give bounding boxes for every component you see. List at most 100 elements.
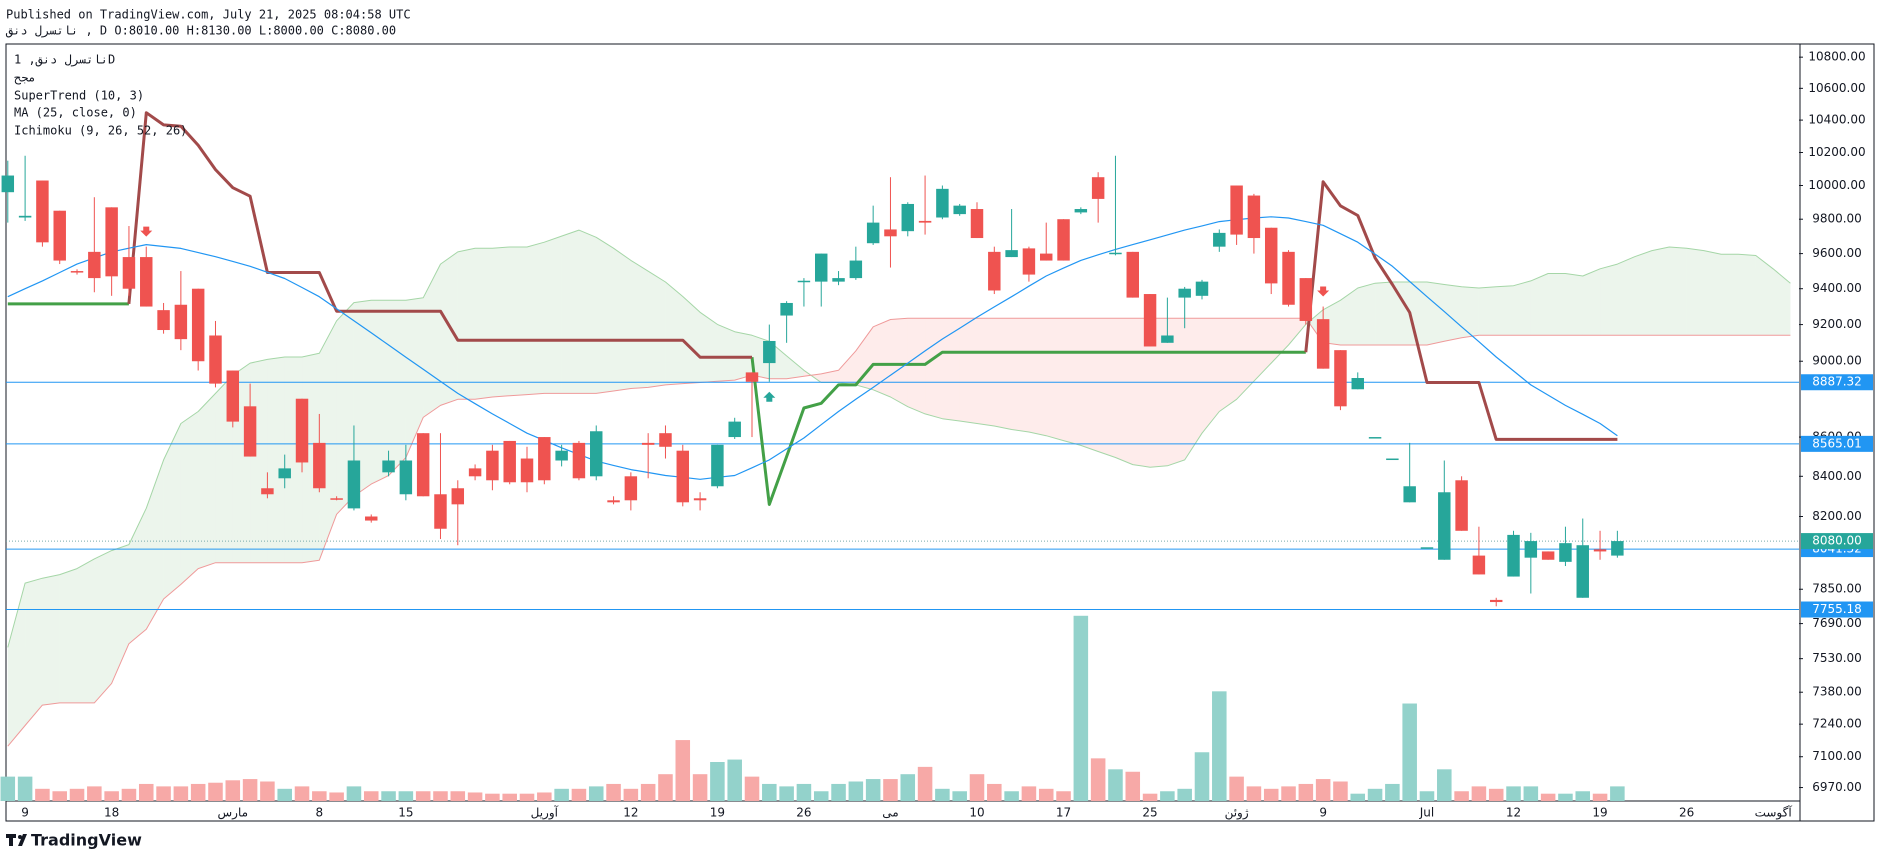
volume-bar	[727, 759, 742, 801]
cloud-fill	[578, 230, 597, 394]
candle-body	[780, 302, 793, 316]
cloud-fill	[1115, 318, 1133, 465]
volume-bar	[225, 780, 241, 801]
volume-bar	[87, 786, 102, 801]
cloud-fill	[717, 324, 735, 382]
logo-icon	[6, 834, 27, 846]
candle-body	[641, 442, 655, 445]
y-tick-label: 8200.00	[1812, 509, 1862, 523]
cloud-fill	[1340, 288, 1358, 346]
volume-bar	[398, 791, 414, 801]
volume-bar	[1229, 776, 1244, 801]
volume-bar	[1333, 781, 1348, 801]
candle-body	[157, 310, 170, 331]
volume-bar	[381, 791, 396, 801]
cloud-fill	[942, 318, 960, 422]
candle-body	[486, 450, 499, 481]
volume-bar	[242, 779, 258, 801]
volume-bar	[294, 786, 310, 801]
sell-signal	[140, 226, 153, 237]
volume-bar	[692, 774, 708, 801]
candle-body	[70, 271, 84, 273]
volume-bar	[467, 792, 483, 801]
volume-bar	[1194, 752, 1210, 801]
y-tick-label: 7530.00	[1812, 651, 1862, 665]
candle-body	[191, 288, 205, 362]
cloud-fill	[7, 583, 26, 747]
volume-bar	[1263, 788, 1279, 801]
volume-bar	[1160, 791, 1175, 801]
candle-body	[1420, 547, 1434, 549]
cloud-fill	[630, 260, 649, 389]
candle-body	[1213, 232, 1226, 247]
cloud-fill	[1600, 264, 1618, 336]
volume-bar	[640, 783, 656, 801]
cloud-fill	[527, 242, 545, 395]
cloud-fill	[994, 318, 1012, 430]
y-tick-label: 10800.00	[1808, 50, 1865, 64]
cloud-fill	[1686, 248, 1704, 336]
candle-body	[1611, 541, 1624, 556]
volume-bar	[1471, 786, 1487, 801]
x-tick-label: 8	[316, 806, 324, 820]
cloud-fill	[94, 550, 112, 703]
volume-bar	[1592, 793, 1608, 801]
volume-bar	[883, 779, 898, 801]
y-tick-label: 10400.00	[1808, 113, 1865, 127]
x-tick-label: 26	[1679, 806, 1694, 820]
cloud-fill	[25, 578, 43, 726]
y-tick-label: 9400.00	[1812, 281, 1862, 295]
candle-body	[330, 498, 343, 500]
cloud-fill	[1738, 254, 1756, 336]
candle-body	[676, 450, 690, 503]
volume-bar	[312, 791, 327, 801]
volume-bar	[1402, 703, 1417, 801]
brand-logo: TradingView	[6, 831, 142, 850]
y-tick-label: 7240.00	[1812, 717, 1862, 731]
candle-body	[174, 304, 188, 340]
volume-bar	[1177, 788, 1192, 801]
volume-bar	[450, 791, 466, 801]
volume-bar	[865, 779, 881, 801]
cloud-fill	[959, 318, 977, 424]
candle-body	[278, 468, 291, 479]
candle-body	[1161, 335, 1174, 343]
cloud-fill	[1201, 318, 1220, 434]
y-tick-label: 10600.00	[1808, 81, 1865, 95]
candle-body	[468, 468, 482, 477]
x-tick-label: 19	[1592, 806, 1607, 820]
cloud-fill	[1375, 281, 1393, 346]
x-tick-label: 15	[398, 806, 413, 820]
cloud-fill	[925, 318, 943, 419]
candle-body	[590, 431, 603, 477]
candle-body	[624, 476, 638, 501]
candle-body	[936, 188, 949, 218]
cloud-fill	[77, 558, 95, 703]
candle-body	[295, 398, 309, 463]
cloud-fill	[1755, 255, 1774, 336]
volume-bar	[433, 791, 448, 801]
volume-bar	[935, 788, 950, 801]
candle-body	[538, 437, 551, 481]
candle-body	[953, 205, 966, 215]
level-label: 7755.18	[1812, 602, 1862, 616]
cloud-fill	[111, 544, 129, 684]
cloud-fill	[319, 320, 337, 561]
candle-body	[1282, 251, 1295, 305]
y-tick-label: 10200.00	[1808, 145, 1865, 159]
cloud-fill	[1634, 250, 1652, 336]
volume-bar	[554, 788, 569, 801]
candle-body	[503, 440, 516, 483]
x-tick-label: 9	[1319, 806, 1327, 820]
candle-body	[1524, 541, 1538, 558]
candle-body	[1109, 252, 1122, 255]
ichimoku-span-a	[7, 229, 1791, 648]
candle-body	[1126, 251, 1139, 298]
buy-signal	[763, 391, 776, 402]
volume-bar	[208, 782, 223, 801]
cloud-fill	[128, 508, 147, 644]
candle-body	[970, 209, 984, 239]
volume-bar	[571, 788, 587, 801]
candle-body	[1386, 458, 1399, 461]
